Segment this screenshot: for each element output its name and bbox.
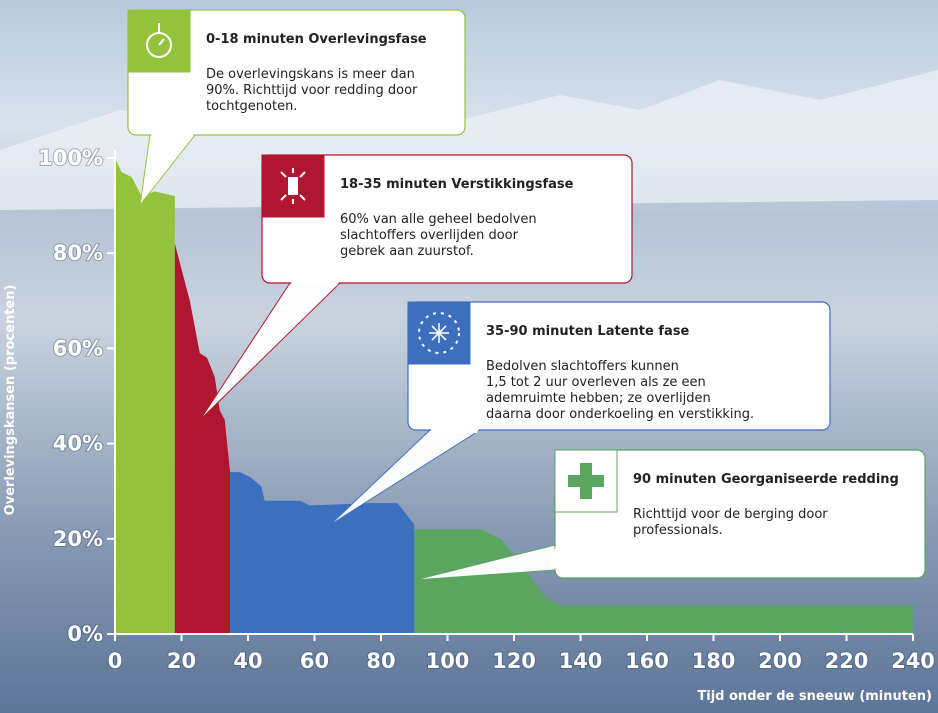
- x-tick-label: 120: [492, 649, 536, 673]
- callout-text: professionals.: [633, 523, 723, 538]
- x-tick-label: 200: [758, 649, 802, 673]
- callout-icon: [128, 10, 190, 72]
- x-tick-label: 0: [108, 649, 123, 673]
- y-axis-label: Overlevingskansen (procenten): [3, 285, 18, 516]
- x-tick-label: 100: [426, 649, 470, 673]
- callout-text: 90%. Richttijd voor redding door: [206, 83, 418, 98]
- callout-text: 1,5 tot 2 uur overleven als ze een: [486, 375, 706, 390]
- pointer-join: [291, 282, 339, 286]
- callout-text: Richttijd voor de berging door: [633, 507, 828, 522]
- callout-text: 60% van alle geheel bedolven: [340, 212, 537, 227]
- x-tick-label: 80: [366, 649, 395, 673]
- pointer-join: [431, 429, 479, 433]
- x-tick-label: 220: [825, 649, 869, 673]
- icon-glyph: [568, 475, 604, 487]
- x-tick-label: 240: [891, 649, 935, 673]
- y-tick-label: 20%: [53, 527, 103, 551]
- callout-text: ademruimte hebben; ze overlijden: [486, 391, 711, 406]
- y-tick-label: 40%: [53, 432, 103, 456]
- callout-title: 18-35 minuten Verstikkingsfase: [340, 177, 574, 192]
- callout-text: tochtgenoten.: [206, 99, 297, 114]
- y-tick-label: 0%: [67, 622, 103, 646]
- callout-text: Bedolven slachtoffers kunnen: [486, 359, 679, 374]
- x-tick-label: 140: [559, 649, 603, 673]
- y-tick-label: 80%: [53, 241, 103, 265]
- chart: 0% 20% 40% 60% 80% 100% 0 20 40 60 80 100 120 140 160 1…: [0, 0, 938, 713]
- x-tick-label: 180: [692, 649, 736, 673]
- pointer-join: [151, 134, 194, 138]
- area: [115, 158, 175, 634]
- x-tick-label: 160: [625, 649, 669, 673]
- x-tick-label: 40: [233, 649, 262, 673]
- callout-text: daarna door onderkoeling en verstikking.: [486, 407, 754, 422]
- icon-glyph: [288, 177, 298, 195]
- x-tick-label: 60: [300, 649, 329, 673]
- callout-title: 0-18 minuten Overlevingsfase: [206, 32, 427, 47]
- y-tick-label: 60%: [53, 336, 103, 360]
- x-tick-label: 20: [167, 649, 196, 673]
- y-tick-label: 100%: [38, 146, 103, 170]
- callout-title: 90 minuten Georganiseerde redding: [633, 472, 899, 487]
- callout-text: De overlevingskans is meer dan: [206, 67, 415, 82]
- callout-text: slachtoffers overlijden door: [340, 228, 519, 243]
- callout-title: 35-90 minuten Latente fase: [486, 324, 689, 339]
- x-axis-label: Tijd onder de sneeuw (minuten): [697, 689, 932, 704]
- callout-text: gebrek aan zuurstof.: [340, 244, 474, 259]
